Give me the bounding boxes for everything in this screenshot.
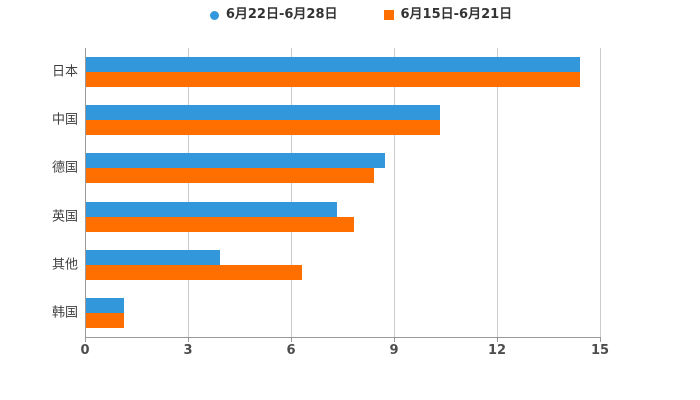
legend-label: 6月15日-6月21日	[400, 7, 513, 22]
chart-legend: 6月22日-6月28日 6月15日-6月21日	[0, 6, 700, 24]
bar-series-0-category-5	[86, 297, 124, 313]
bar-series-1-category-1	[86, 120, 440, 136]
bar-series-0-category-4	[86, 249, 220, 265]
bar-series-0-category-0	[86, 57, 581, 73]
x-axis-tick-label-6: 6	[286, 343, 296, 358]
legend-label: 6月22日-6月28日	[225, 7, 338, 22]
x-axis-tick-label-0: 0	[80, 343, 90, 358]
bar-series-0-category-3	[86, 201, 337, 217]
bar-series-1-category-0	[86, 72, 581, 88]
x-axis-tick-label-9: 9	[389, 343, 399, 358]
legend-circle-marker-icon	[209, 10, 219, 20]
gridline-15	[599, 48, 601, 337]
bar-series-0-category-2	[86, 153, 385, 169]
x-axis-tick-6	[290, 337, 292, 342]
bar-series-0-category-1	[86, 105, 440, 121]
x-axis-tick-label-12: 12	[487, 343, 507, 358]
bar-series-1-category-3	[86, 216, 354, 232]
x-axis-tick-15	[599, 337, 601, 342]
legend-item-0[interactable]: 6月22日-6月28日	[209, 6, 338, 24]
x-axis-tick-3	[187, 337, 189, 342]
category-label-3: 英国	[51, 209, 78, 225]
gridline-6	[290, 48, 292, 337]
legend-square-marker-icon	[383, 10, 394, 20]
category-label-5: 韩国	[51, 305, 78, 321]
x-axis-line	[85, 337, 601, 338]
category-label-2: 德国	[51, 160, 78, 176]
x-axis-tick-9	[393, 337, 395, 342]
bar-series-1-category-5	[86, 312, 124, 328]
legend-item-1[interactable]: 6月15日-6月21日	[383, 6, 513, 24]
y-axis-line	[84, 48, 86, 337]
x-axis-tick-12	[496, 337, 498, 342]
x-axis-tick-0	[84, 337, 86, 342]
gridline-3	[187, 48, 189, 337]
bar-series-1-category-2	[86, 168, 375, 184]
x-axis-tick-label-15: 15	[590, 343, 610, 358]
gridline-9	[393, 48, 395, 337]
category-label-1: 中国	[51, 112, 78, 128]
gridline-12	[496, 48, 498, 337]
x-axis-tick-label-3: 3	[183, 343, 193, 358]
category-label-0: 日本	[51, 64, 78, 80]
bar-series-1-category-4	[86, 264, 303, 280]
category-label-4: 其他	[51, 257, 78, 273]
